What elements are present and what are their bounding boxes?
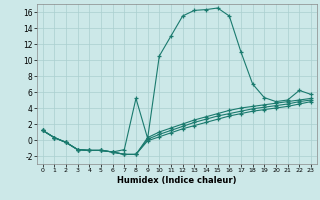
X-axis label: Humidex (Indice chaleur): Humidex (Indice chaleur): [117, 176, 236, 185]
